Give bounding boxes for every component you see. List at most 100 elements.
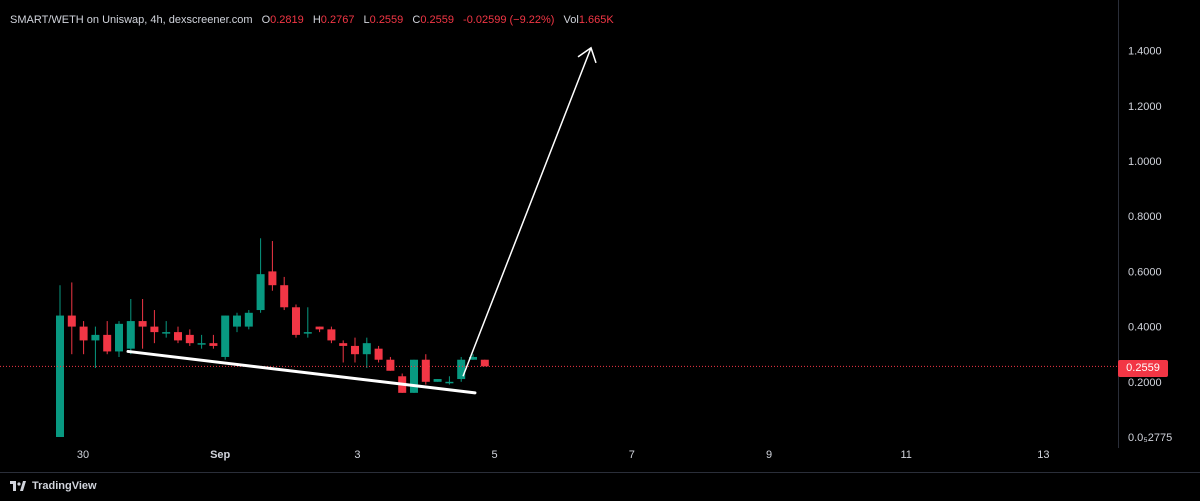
candle (351, 337, 359, 363)
candle-body (421, 359, 430, 382)
candle (480, 359, 489, 367)
open-label: O (261, 14, 271, 26)
candle (327, 326, 336, 344)
high-value: 0.2767 (320, 14, 355, 26)
candle (115, 321, 123, 357)
candle-body (315, 326, 324, 330)
open-value: 0.2819 (270, 14, 304, 26)
candle-body (103, 334, 112, 352)
time-tick-label: 11 (900, 449, 911, 461)
chart-legend: SMART/WETH on Uniswap, 4h, dexscreener.c… (10, 14, 620, 26)
candle (315, 326, 324, 333)
time-tick-label: Sep (210, 449, 230, 461)
tradingview-logo-icon (10, 481, 26, 491)
candle-body (138, 321, 147, 327)
candle (197, 334, 206, 349)
candle (174, 326, 182, 344)
candle-body (91, 334, 100, 341)
time-tick-label: 5 (492, 449, 498, 461)
time-tick-label: 9 (766, 449, 772, 461)
candle-body (221, 315, 230, 357)
candles-layer (56, 238, 489, 437)
price-tick-label: 0.8000 (1128, 211, 1162, 223)
brand-name: TradingView (32, 480, 97, 492)
candle-body (445, 381, 454, 384)
candle (150, 310, 159, 344)
candle (421, 354, 430, 385)
candle (67, 282, 76, 355)
candle-body (56, 315, 64, 437)
candle-body (185, 334, 194, 344)
arrow-head-icon (577, 46, 597, 64)
close-value: 0.2559 (420, 14, 454, 26)
high-label: H (312, 14, 321, 26)
candle (339, 340, 348, 363)
candle-body (410, 359, 418, 393)
candle-body (374, 348, 383, 360)
candle (280, 276, 289, 311)
price-tick-label: 0.6000 (1128, 266, 1162, 278)
symbol-label: SMART/WETH on Uniswap, 4h, dexscreener.c… (10, 14, 253, 26)
candle (103, 321, 112, 355)
candle (292, 304, 300, 338)
price-tick-label: 1.4000 (1128, 46, 1162, 58)
candle (126, 299, 135, 355)
price-tick-label: 1.0000 (1128, 156, 1162, 168)
candle (185, 329, 194, 346)
candle (233, 312, 241, 333)
candle-body (339, 343, 348, 346)
arrow-drawing[interactable] (462, 46, 597, 377)
candle-body (303, 332, 312, 334)
candle-body (244, 312, 253, 327)
candle-body (280, 285, 289, 308)
candle-body (351, 345, 359, 355)
low-value: 0.2559 (369, 14, 404, 26)
candle (268, 241, 277, 291)
candle-body (327, 329, 336, 341)
candle-body (233, 315, 241, 327)
low-label: L (363, 14, 370, 26)
change-value: -0.02599 (−9.22%) (463, 14, 555, 26)
candle (209, 334, 218, 349)
candle (244, 310, 253, 330)
candle-body (457, 359, 466, 380)
price-axis[interactable]: 1.4000 1.2000 1.0000 0.8000 0.6000 0.4000 0.20… (1128, 46, 1172, 444)
candle (457, 356, 466, 382)
time-axis[interactable]: 30 Sep 3 5 7 9 11 13 (77, 449, 1050, 461)
trendline-drawing[interactable] (126, 349, 477, 395)
candle (91, 326, 100, 368)
price-axis-divider (1118, 0, 1119, 448)
close-label: C (412, 14, 421, 26)
time-tick-label: 13 (1037, 449, 1049, 461)
price-tick-label: 0.4000 (1128, 322, 1162, 334)
time-tick-label: 30 (77, 449, 89, 461)
candle-body (174, 332, 182, 341)
candle-body (433, 379, 442, 382)
candle-body (115, 323, 123, 352)
tradingview-brand[interactable]: TradingView (10, 478, 97, 494)
candle-body (292, 307, 300, 335)
volume-value: 1.665K (578, 14, 614, 26)
candle-body (126, 321, 135, 349)
candle-body (67, 315, 76, 327)
candle-body (209, 343, 218, 346)
candle-body (386, 359, 395, 371)
volume-label: Vol (563, 14, 579, 26)
candle (362, 337, 371, 368)
price-tick-label: 0.2000 (1128, 377, 1162, 389)
price-tick-label: 1.2000 (1128, 101, 1162, 113)
candle-body (197, 343, 206, 345)
time-tick-label: 3 (354, 449, 360, 461)
candle-body (256, 274, 265, 311)
candle-body (480, 359, 489, 367)
candle (374, 345, 383, 363)
candle-body (469, 356, 477, 360)
candle (56, 285, 64, 437)
candle-body (162, 332, 171, 334)
candle (469, 354, 477, 360)
candle-body (150, 326, 159, 333)
candle (445, 376, 454, 385)
candle (162, 321, 171, 338)
